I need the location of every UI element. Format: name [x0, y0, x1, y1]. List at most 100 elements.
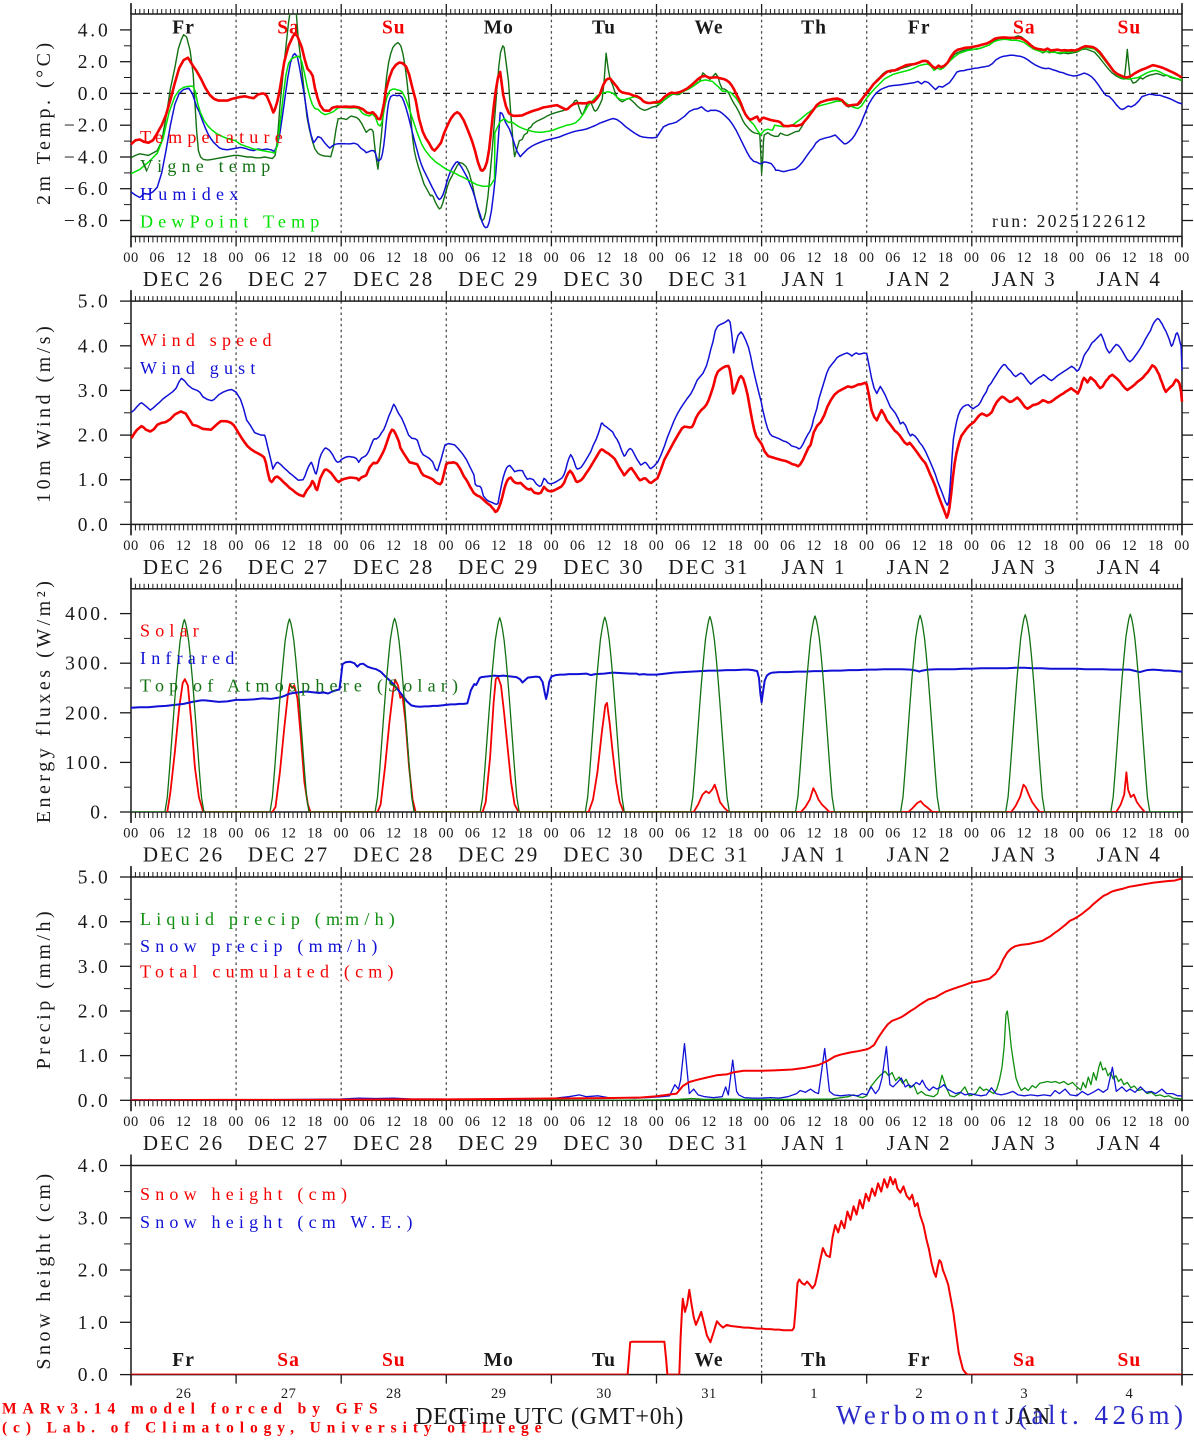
- svg-text:−4.0: −4.0: [64, 148, 111, 169]
- svg-text:DEC 26: DEC 26: [143, 555, 224, 579]
- svg-text:2m Temp. (°C): 2m Temp. (°C): [33, 39, 55, 205]
- svg-text:06: 06: [255, 538, 271, 554]
- svg-text:JAN 2: JAN 2: [887, 843, 952, 867]
- svg-text:12: 12: [386, 250, 402, 266]
- svg-text:06: 06: [885, 826, 901, 842]
- svg-text:DEC 26: DEC 26: [143, 1131, 224, 1155]
- svg-text:JAN 3: JAN 3: [992, 267, 1057, 291]
- svg-text:00: 00: [1174, 1114, 1190, 1130]
- svg-text:12: 12: [176, 826, 192, 842]
- svg-text:00: 00: [859, 826, 875, 842]
- svg-text:MARv3.14 model forced by GFS: MARv3.14 model forced by GFS: [2, 1401, 383, 1418]
- svg-text:00: 00: [333, 1114, 349, 1130]
- svg-text:29: 29: [491, 1386, 507, 1402]
- svg-text:18: 18: [202, 826, 218, 842]
- svg-text:06: 06: [675, 1114, 691, 1130]
- svg-text:5.0: 5.0: [78, 868, 111, 889]
- svg-text:run: 2025122612: run: 2025122612: [992, 211, 1148, 231]
- svg-text:06: 06: [465, 538, 481, 554]
- svg-text:18: 18: [412, 826, 428, 842]
- svg-text:12: 12: [806, 1114, 822, 1130]
- svg-text:JAN 2: JAN 2: [887, 555, 952, 579]
- svg-text:06: 06: [570, 826, 586, 842]
- svg-text:06: 06: [570, 250, 586, 266]
- svg-text:06: 06: [465, 250, 481, 266]
- svg-text:00: 00: [1174, 250, 1190, 266]
- svg-text:Infrared: Infrared: [140, 648, 240, 668]
- svg-text:06: 06: [150, 1114, 166, 1130]
- svg-text:JAN 3: JAN 3: [992, 555, 1057, 579]
- svg-text:Total cumulated (cm): Total cumulated (cm): [140, 962, 399, 983]
- svg-text:00: 00: [228, 538, 244, 554]
- svg-text:JAN 3: JAN 3: [992, 843, 1057, 867]
- svg-text:06: 06: [570, 538, 586, 554]
- svg-text:Su: Su: [1118, 1350, 1142, 1371]
- svg-text:Tu: Tu: [592, 1350, 616, 1371]
- svg-text:06: 06: [150, 538, 166, 554]
- svg-text:00: 00: [1069, 250, 1085, 266]
- svg-text:00: 00: [228, 1114, 244, 1130]
- svg-text:DEC 29: DEC 29: [458, 555, 539, 579]
- svg-text:18: 18: [938, 826, 954, 842]
- svg-text:31: 31: [701, 1386, 717, 1402]
- svg-text:18: 18: [622, 250, 638, 266]
- svg-text:00: 00: [228, 826, 244, 842]
- svg-text:18: 18: [938, 250, 954, 266]
- svg-text:00: 00: [1069, 1114, 1085, 1130]
- svg-text:00: 00: [123, 826, 139, 842]
- svg-text:DEC: DEC: [415, 1404, 465, 1430]
- svg-text:06: 06: [1095, 1114, 1111, 1130]
- svg-text:00: 00: [964, 826, 980, 842]
- svg-text:0.0: 0.0: [78, 1091, 111, 1112]
- svg-text:4.0: 4.0: [78, 1156, 111, 1177]
- svg-text:DEC 27: DEC 27: [248, 555, 329, 579]
- svg-text:DEC 26: DEC 26: [143, 267, 224, 291]
- svg-text:300.: 300.: [65, 654, 110, 675]
- svg-text:Fr: Fr: [172, 1350, 195, 1371]
- svg-text:06: 06: [990, 250, 1006, 266]
- svg-text:JAN 1: JAN 1: [781, 555, 846, 579]
- svg-text:100.: 100.: [65, 753, 110, 774]
- svg-text:Su: Su: [1118, 18, 1142, 39]
- svg-text:DEC 31: DEC 31: [668, 555, 749, 579]
- svg-text:18: 18: [728, 826, 744, 842]
- svg-text:12: 12: [1017, 538, 1033, 554]
- svg-text:27: 27: [281, 1386, 297, 1402]
- svg-text:06: 06: [885, 250, 901, 266]
- svg-text:12: 12: [491, 538, 507, 554]
- svg-text:18: 18: [202, 250, 218, 266]
- svg-text:06: 06: [780, 250, 796, 266]
- svg-text:JAN 4: JAN 4: [1097, 555, 1162, 579]
- svg-text:We: We: [694, 18, 723, 39]
- svg-text:06: 06: [780, 1114, 796, 1130]
- svg-text:12: 12: [701, 538, 717, 554]
- svg-text:Wind gust: Wind gust: [140, 358, 261, 378]
- svg-text:Top of Atmosphere (Solar): Top of Atmosphere (Solar): [140, 676, 463, 697]
- svg-text:18: 18: [1043, 826, 1059, 842]
- svg-text:DEC 27: DEC 27: [248, 1131, 329, 1155]
- svg-text:06: 06: [1095, 826, 1111, 842]
- svg-text:Temperature: Temperature: [140, 127, 288, 147]
- svg-text:06: 06: [255, 826, 271, 842]
- svg-text:06: 06: [150, 826, 166, 842]
- svg-text:06: 06: [675, 826, 691, 842]
- svg-text:12: 12: [1017, 250, 1033, 266]
- svg-text:12: 12: [176, 1114, 192, 1130]
- svg-text:00: 00: [1069, 826, 1085, 842]
- svg-text:00: 00: [859, 250, 875, 266]
- svg-text:Energy fluxes (W/m²): Energy fluxes (W/m²): [33, 578, 55, 824]
- svg-text:00: 00: [439, 250, 455, 266]
- svg-text:Wind speed: Wind speed: [140, 330, 277, 350]
- svg-text:2.0: 2.0: [78, 426, 111, 447]
- svg-text:18: 18: [307, 1114, 323, 1130]
- svg-text:JAN 2: JAN 2: [887, 267, 952, 291]
- svg-text:06: 06: [675, 538, 691, 554]
- svg-text:Humidex: Humidex: [140, 184, 243, 204]
- svg-text:06: 06: [255, 1114, 271, 1130]
- svg-text:18: 18: [202, 538, 218, 554]
- svg-text:00: 00: [123, 538, 139, 554]
- svg-text:12: 12: [281, 250, 297, 266]
- svg-text:DEC 30: DEC 30: [563, 843, 644, 867]
- svg-text:2.0: 2.0: [78, 52, 111, 73]
- svg-text:0.0: 0.0: [78, 515, 111, 536]
